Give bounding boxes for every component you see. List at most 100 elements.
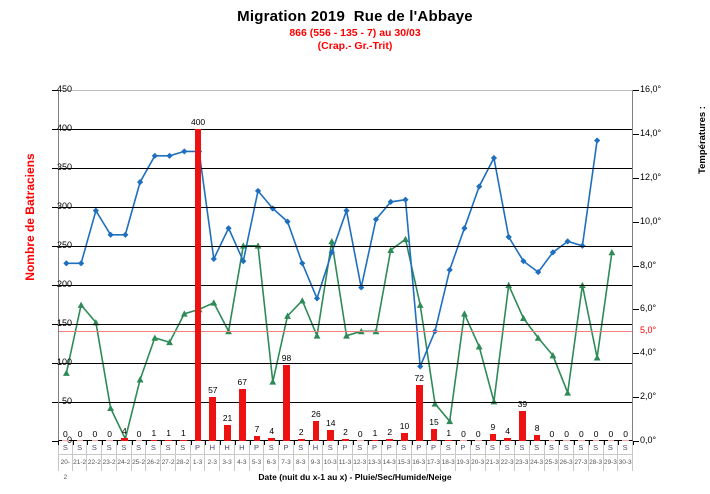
x-axis-weather-code: S xyxy=(559,441,574,455)
bar-value-label: 1 xyxy=(372,428,378,439)
title-block: Migration 2019 Rue de l'Abbaye 866 (556 … xyxy=(0,8,710,53)
x-axis-date-label: 21-3 xyxy=(485,459,499,466)
bar-value-label: 72 xyxy=(414,372,424,383)
bar xyxy=(342,439,349,441)
x-axis-date-label: 24-3 xyxy=(530,459,544,466)
x-axis-weather-code: S xyxy=(500,441,515,455)
bar-value-label: 0 xyxy=(62,429,68,439)
data-point-marker xyxy=(461,225,468,232)
y-axis-left-tick-label: 50 xyxy=(61,396,72,406)
y-axis-left-tick-mark xyxy=(52,402,58,403)
data-point-marker xyxy=(402,196,409,203)
x-axis-category-cell: S 24-2 xyxy=(116,441,132,471)
bar-value-label: 7 xyxy=(254,423,260,434)
x-axis-weather-code: S xyxy=(293,441,308,455)
data-point-marker xyxy=(520,258,527,265)
x-axis-category-cell: S 21-2 xyxy=(72,441,88,471)
x-axis-category-cell: P 13-3 xyxy=(367,441,383,471)
x-axis-category-cell: S 25-2 xyxy=(131,441,147,471)
y-axis-left-tick-label: 100 xyxy=(56,357,72,367)
x-axis-weather-code: H xyxy=(220,441,234,455)
bar-value-label: 26 xyxy=(311,408,321,419)
x-axis-category-cell: S 21-3 xyxy=(485,441,501,471)
bar-value-label: 1 xyxy=(166,428,171,439)
x-axis-tick-mark xyxy=(116,441,118,445)
data-point-marker xyxy=(417,363,424,370)
bar xyxy=(76,440,84,441)
x-axis-category-cell: S 24-3 xyxy=(529,441,545,471)
bar xyxy=(356,440,364,441)
x-axis-weather-code: S xyxy=(116,441,131,455)
x-axis-weather-code: P xyxy=(456,441,470,455)
y-axis-right-tick-label: 12,0° xyxy=(640,171,662,182)
y-axis-right-tick-mark xyxy=(633,353,639,355)
x-axis-tick-mark xyxy=(574,441,576,445)
data-point-marker xyxy=(387,198,394,205)
x-axis-category-cell: P 7-3 xyxy=(279,441,294,471)
x-axis-weather-code: S xyxy=(264,441,279,455)
y-axis-left-title: Nombre de Batraciens xyxy=(23,153,37,281)
bar xyxy=(533,434,541,441)
x-axis-weather-code: S xyxy=(485,441,500,455)
x-axis-weather-code: P xyxy=(190,441,205,455)
data-point-marker xyxy=(608,248,616,256)
bar-value-label: 2 xyxy=(387,427,393,438)
x-axis-weather-code: S xyxy=(146,441,161,455)
x-axis-tick-mark xyxy=(515,441,517,445)
bar-value-label: 4 xyxy=(121,425,127,436)
y-axis-right-tick-label: 6,0° xyxy=(640,303,657,314)
data-point-marker xyxy=(107,404,115,411)
x-axis-categories: S 20-2 S 21-2 S 22-2 S 23-2 S 24-2 S 25-2 S 26-2 S 27-2… xyxy=(58,441,634,481)
x-axis-tick-mark xyxy=(293,441,295,445)
x-axis-date-label: 13-3 xyxy=(367,459,381,466)
x-axis-tick-mark xyxy=(323,441,325,445)
data-point-marker xyxy=(269,205,276,212)
x-axis-category-cell: P 19-3 xyxy=(456,441,471,471)
y-axis-left-tick-label: 200 xyxy=(56,279,72,289)
x-axis-tick-mark xyxy=(146,441,148,445)
x-axis-date-label: 28-3 xyxy=(589,459,603,466)
data-point-marker xyxy=(313,332,321,339)
bar-value-label: 57 xyxy=(208,384,218,395)
y-axis-right-tick-mark xyxy=(633,221,639,223)
x-axis-category-cell: S 26-3 xyxy=(559,441,575,471)
x-axis-category-cell: S 10-3 xyxy=(323,441,339,471)
x-axis-tick-mark xyxy=(470,441,472,445)
data-point-marker xyxy=(107,231,114,238)
x-axis-category-cell: S 26-2 xyxy=(146,441,162,471)
x-axis-category-cell: H 4-3 xyxy=(234,441,250,471)
data-point-marker xyxy=(579,242,586,249)
x-axis-category-cell: S 22-2 xyxy=(87,441,103,471)
x-axis-tick-mark xyxy=(397,441,399,445)
x-axis-weather-code: S xyxy=(588,441,603,455)
x-axis-date-label: 12-3 xyxy=(353,459,367,466)
data-point-marker xyxy=(254,242,262,249)
x-axis-category-cell: H 9-3 xyxy=(308,441,324,471)
x-axis-date-label: 25-3 xyxy=(544,459,558,466)
data-point-marker xyxy=(476,183,483,190)
bar-value-label: 400 xyxy=(190,117,206,127)
data-point-marker xyxy=(505,281,513,289)
data-point-marker xyxy=(62,369,70,376)
bar xyxy=(327,430,335,441)
data-point-marker xyxy=(92,207,99,214)
x-axis-tick-mark xyxy=(352,441,354,445)
x-axis-category-cell: S 27-3 xyxy=(574,441,589,471)
y-axis-right-tick-mark xyxy=(633,133,639,135)
x-axis-category-cell: S 23-3 xyxy=(515,441,530,471)
x-axis-date-label: 16-3 xyxy=(412,459,426,466)
y-axis-left-tick-mark xyxy=(52,168,58,169)
data-point-marker xyxy=(328,237,336,245)
x-axis-weather-code: S xyxy=(618,441,632,455)
x-axis-date-label: 27-2 xyxy=(161,459,175,466)
data-point-marker xyxy=(136,179,144,186)
gridline xyxy=(59,129,632,130)
x-axis-category-cell: P 11-3 xyxy=(338,441,353,471)
y-axis-left-tick-mark xyxy=(52,207,58,208)
x-axis-weather-code: S xyxy=(574,441,588,455)
data-point-marker xyxy=(92,319,100,326)
data-point-marker xyxy=(564,389,572,396)
x-axis-tick-mark xyxy=(559,441,561,445)
y-axis-left-tick-label: 250 xyxy=(56,240,72,250)
y-axis-left-tick-label: 450 xyxy=(56,84,72,94)
